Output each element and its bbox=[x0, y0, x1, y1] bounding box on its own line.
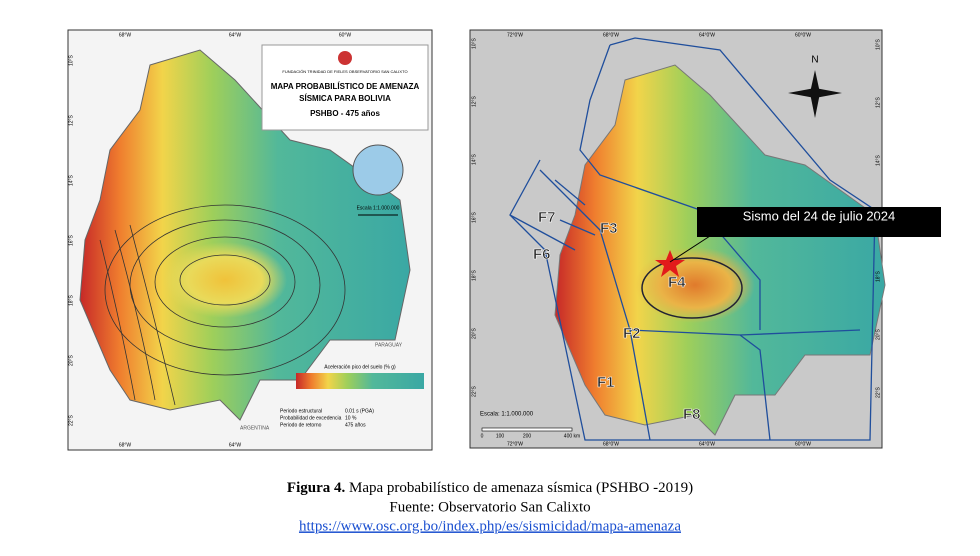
annotation-pointer bbox=[669, 235, 711, 263]
scale-ticks: 0 100 200 400 km bbox=[481, 433, 581, 439]
zone-label: F6 bbox=[533, 246, 551, 263]
zone-label: F8 bbox=[683, 406, 701, 423]
note-value: 0.01 s (PGA) bbox=[345, 408, 374, 414]
lat-label: 18°S bbox=[68, 294, 74, 306]
scale-tick: 0 bbox=[481, 433, 484, 439]
zone-label: F2 bbox=[623, 325, 641, 342]
note-value: 10 % bbox=[345, 415, 357, 421]
note: Probabilidad de excedencia bbox=[280, 415, 342, 421]
zone-label: F7 bbox=[538, 209, 556, 226]
contour bbox=[641, 257, 743, 319]
lat-label: 20°S bbox=[68, 354, 74, 366]
lat-label: 16°S bbox=[875, 212, 881, 224]
lat-label: 20°S bbox=[875, 328, 881, 340]
lat-label: 14°S bbox=[875, 154, 881, 166]
right-map: Sismo del 24 de julio 2024 F1 F2 F3 F4 F… bbox=[469, 29, 941, 449]
map-title: MAPA PROBABILÍSTICO DE AMENAZA bbox=[271, 82, 420, 91]
scale-tick: 200 bbox=[523, 433, 532, 439]
epicenter bbox=[655, 250, 685, 277]
scale: Escala 1:1.000.000 bbox=[357, 205, 400, 211]
hazard-core bbox=[163, 242, 287, 318]
logo bbox=[338, 51, 352, 65]
scale-bar bbox=[481, 427, 573, 432]
lat-label: 16°S bbox=[68, 234, 74, 246]
lon-label: 72°0'W bbox=[507, 441, 523, 447]
lat-label: 16°S bbox=[471, 211, 477, 223]
north-label: N bbox=[811, 55, 818, 66]
zone-label: F3 bbox=[600, 220, 618, 237]
legend-title: Aceleración pico del suelo (% g) bbox=[324, 364, 396, 370]
lon-labels: 68°W 64°W 60°W 68°W 64°W bbox=[119, 32, 352, 448]
lat-labels: 10°S 12°S 14°S 16°S 18°S 20°S 22°S bbox=[68, 54, 74, 426]
lat-label: 22°S bbox=[471, 385, 477, 397]
lat-label: 22°S bbox=[68, 414, 74, 426]
lon-label: 60°W bbox=[339, 32, 352, 38]
fault-zones bbox=[509, 37, 876, 441]
lon-label: 68°0'W bbox=[603, 32, 619, 38]
zone-label: F1 bbox=[597, 374, 615, 391]
note: Periodo estructural bbox=[280, 408, 322, 414]
lat-label: 20°S bbox=[471, 327, 477, 339]
lat-label: 12°S bbox=[875, 96, 881, 108]
compass: N bbox=[788, 55, 842, 118]
lon-label: 60°0'W bbox=[795, 441, 811, 447]
lat-label: 10°S bbox=[471, 37, 477, 49]
note: Periodo de retorno bbox=[280, 422, 322, 428]
lat-label: 12°S bbox=[68, 114, 74, 126]
lon-label: 64°W bbox=[229, 442, 242, 448]
lon-label: 68°0'W bbox=[603, 441, 619, 447]
lat-label: 14°S bbox=[68, 174, 74, 186]
lat-label: 22°S bbox=[875, 386, 881, 398]
scale-tick: 400 km bbox=[564, 433, 580, 439]
caption-text: Mapa probabilístico de amenaza sísmica (… bbox=[349, 480, 693, 496]
lon-label: 68°W bbox=[119, 442, 132, 448]
note-value: 475 años bbox=[345, 422, 366, 428]
lat-label: 18°S bbox=[875, 270, 881, 282]
lat-labels: 10°S 10°S 12°S 12°S 14°S 14°S 16°S 16°S 18°S 18°S… bbox=[471, 37, 881, 398]
country-label: ARGENTINA bbox=[240, 425, 270, 431]
left-map: FUNDACIÓN TRINIDAD DE FIELES OBSERVATORI… bbox=[67, 29, 433, 451]
lon-label: 64°W bbox=[229, 32, 242, 38]
legend-ramp bbox=[296, 373, 424, 389]
caption-source: Fuente: Observatorio San Calixto bbox=[389, 499, 590, 515]
contours bbox=[99, 204, 346, 406]
lon-label: 64°0'W bbox=[699, 441, 715, 447]
annotation: Sismo del 24 de julio 2024 bbox=[743, 208, 896, 223]
caption: Figura 4. Mapa probabilístico de amenaza… bbox=[287, 480, 693, 496]
scale-tick: 100 bbox=[496, 433, 505, 439]
org: FUNDACIÓN TRINIDAD DE FIELES OBSERVATORI… bbox=[282, 69, 407, 74]
annotation-box bbox=[697, 207, 941, 237]
lon-labels: 72°0'W 68°0'W 64°0'W 60°0'W 72°0'W 68°0'W 64°0… bbox=[507, 32, 811, 447]
lon-label: 64°0'W bbox=[699, 32, 715, 38]
lon-label: 60°0'W bbox=[795, 32, 811, 38]
caption-label: Figura 4. bbox=[287, 480, 346, 496]
map-title: SÍSMICA PARA BOLIVIA bbox=[299, 94, 391, 103]
lat-label: 10°S bbox=[875, 38, 881, 50]
lat-label: 18°S bbox=[471, 269, 477, 281]
lat-label: 12°S bbox=[471, 95, 477, 107]
notes: Periodo estructural Probabilidad de exce… bbox=[280, 408, 374, 428]
inset-globe bbox=[352, 144, 404, 196]
lat-label: 14°S bbox=[471, 153, 477, 165]
zone-label: F4 bbox=[668, 274, 686, 291]
lat-label: 10°S bbox=[68, 54, 74, 66]
country-label: PARAGUAY bbox=[375, 342, 403, 348]
scale: Escala: 1:1.000.000 bbox=[480, 412, 534, 418]
map-subtitle: PSHBO - 475 años bbox=[310, 109, 380, 118]
zone-labels: F1 F2 F3 F4 F6 F7 F8 bbox=[533, 209, 701, 424]
caption-link[interactable]: https://www.osc.org.bo/index.php/es/sism… bbox=[299, 518, 681, 534]
lon-label: 72°0'W bbox=[507, 32, 523, 38]
lon-label: 68°W bbox=[119, 32, 132, 38]
